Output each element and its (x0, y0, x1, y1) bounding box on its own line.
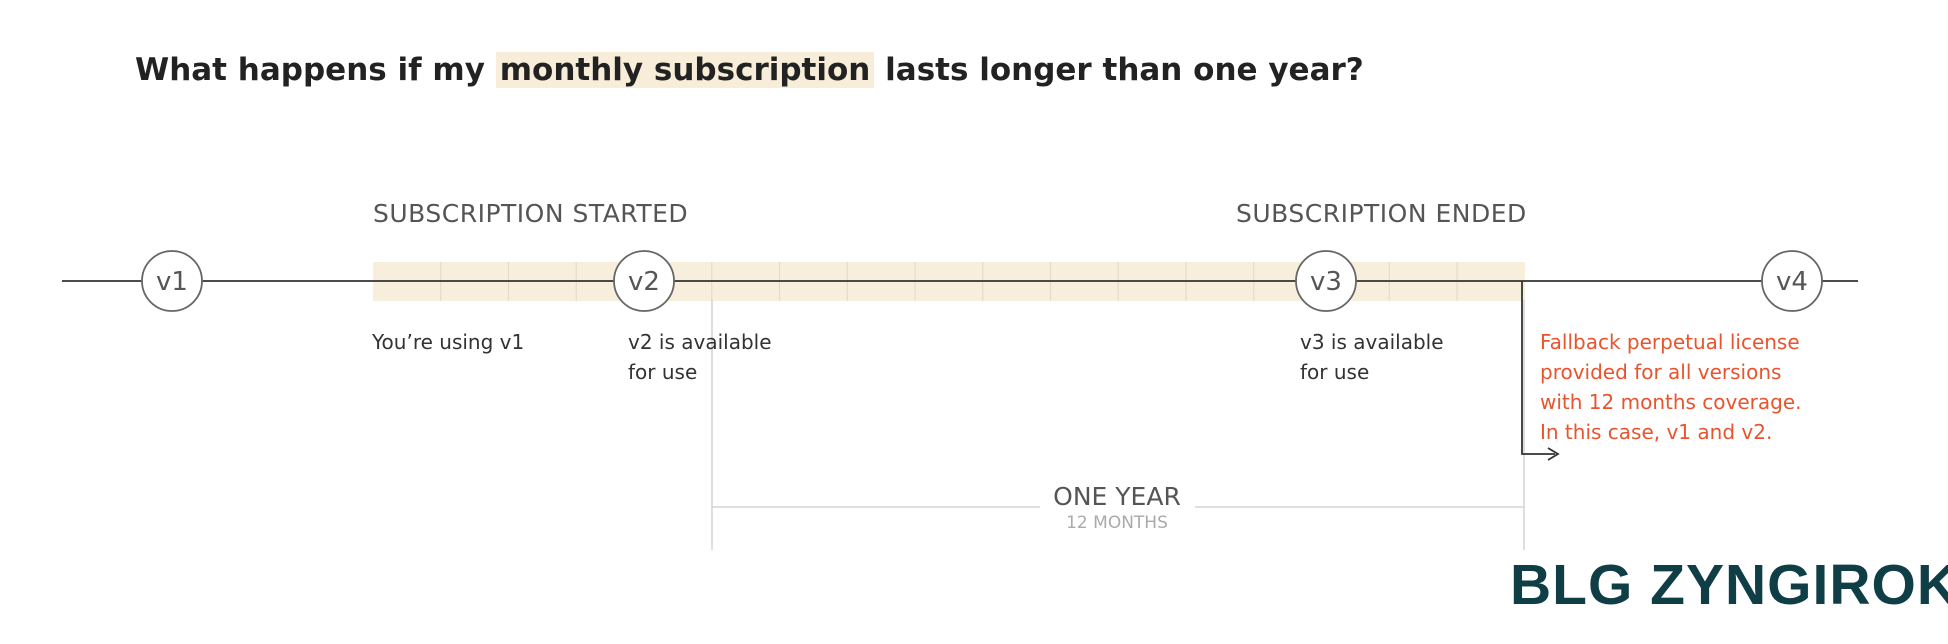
note-v3-line1: v3 is available (1300, 330, 1444, 354)
fallback-line4: In this case, v1 and v2. (1540, 420, 1772, 444)
note-v2-line1: v2 is available (628, 330, 772, 354)
question-suffix: lasts longer than one year? (874, 52, 1364, 88)
version-label-v2: v2 (628, 267, 660, 297)
subscription-ended-label: SUBSCRIPTION ENDED (1236, 199, 1527, 228)
fallback-arrowhead (1547, 447, 1560, 461)
version-marker-v2: v2 (613, 250, 675, 312)
fallback-line2: provided for all versions (1540, 360, 1781, 384)
fallback-line3: with 12 months coverage. (1540, 390, 1802, 414)
subscription-started-label: SUBSCRIPTION STARTED (373, 199, 688, 228)
one-year-label: ONE YEAR (1053, 482, 1181, 511)
fallback-line1: Fallback perpetual license (1540, 330, 1800, 354)
question-heading: What happens if my monthly subscription … (135, 48, 1364, 92)
note-v2-line2: for use (628, 360, 697, 384)
version-marker-v3: v3 (1295, 250, 1357, 312)
version-marker-v4: v4 (1761, 250, 1823, 312)
note-v3-line2: for use (1300, 360, 1369, 384)
version-label-v1: v1 (156, 267, 188, 297)
note-using-v1: You’re using v1 (371, 330, 524, 354)
fallback-arrow (1521, 281, 1555, 455)
brand-logo: BLG ZYNGIROK (1510, 553, 1948, 617)
version-marker-v1: v1 (141, 250, 203, 312)
version-label-v4: v4 (1776, 267, 1808, 297)
twelve-months-label: 12 MONTHS (1066, 513, 1168, 533)
question-prefix: What happens if my (135, 52, 496, 88)
question-highlight: monthly subscription (495, 52, 875, 88)
version-label-v3: v3 (1310, 267, 1342, 297)
